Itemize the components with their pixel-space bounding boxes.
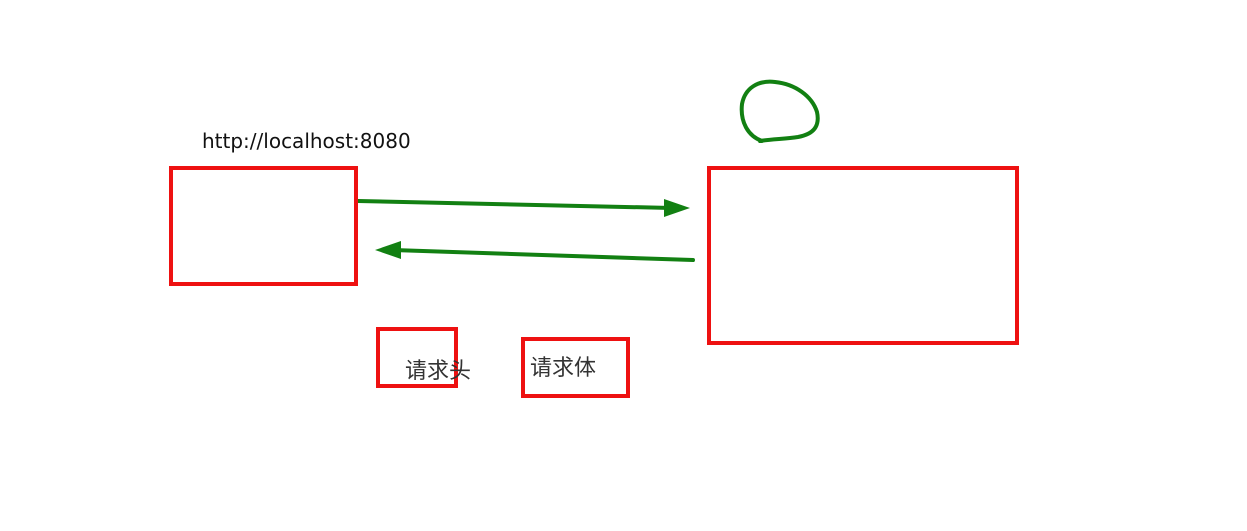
request-arrow (356, 199, 674, 210)
response-arrowhead (375, 241, 401, 259)
request-body-label: 请求体 (530, 356, 597, 381)
request-header-label: 请求头 (405, 359, 472, 384)
scribble-circle (739, 79, 820, 143)
request-arrowhead (664, 199, 690, 217)
response-arrow (391, 248, 695, 262)
url-label: http://localhost:8080 (202, 129, 411, 153)
server-box (707, 166, 1019, 345)
request-header-box (376, 327, 458, 388)
request-body-box (521, 337, 630, 398)
client-box (169, 166, 358, 286)
